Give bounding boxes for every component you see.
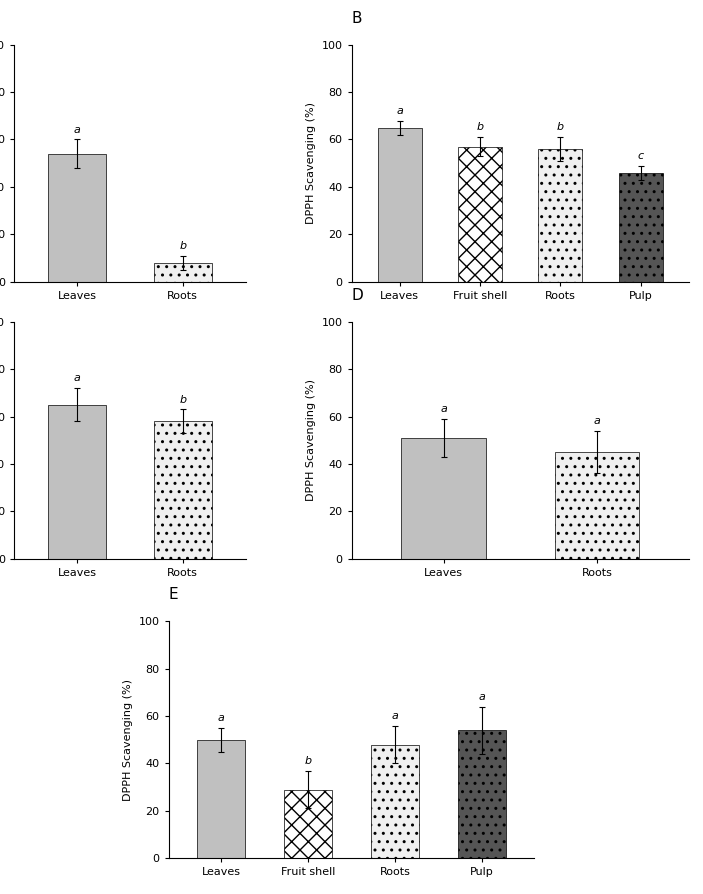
Text: b: b [179,395,186,405]
Text: a: a [440,404,447,414]
Bar [371,745,419,858]
Text: a: a [74,125,81,135]
Y-axis label: DPPH Scavenging (%): DPPH Scavenging (%) [306,379,316,502]
Text: D: D [352,288,363,303]
Bar [538,149,583,282]
Bar [154,421,212,559]
Text: E: E [169,587,179,603]
Bar [401,438,486,559]
Bar [619,173,663,282]
Text: a: a [217,713,224,723]
Text: a: a [392,711,399,721]
Text: a: a [396,105,403,115]
Text: b: b [557,122,564,132]
Bar [555,452,639,559]
Text: a: a [74,374,81,384]
Bar [284,789,332,858]
Text: B: B [352,11,362,26]
Text: b: b [179,240,186,251]
Text: a: a [593,416,600,426]
Bar [49,154,106,282]
Bar [154,263,212,282]
Y-axis label: DPPH Scavenging (%): DPPH Scavenging (%) [306,102,316,224]
Y-axis label: DPPH Scavenging (%): DPPH Scavenging (%) [123,679,133,801]
Text: b: b [304,755,311,766]
Bar [458,730,506,858]
Bar [197,739,245,858]
Bar [458,147,502,282]
Text: c: c [638,151,644,161]
Text: a: a [479,692,486,702]
Text: b: b [477,122,484,132]
Bar [378,128,422,282]
Bar [49,405,106,559]
